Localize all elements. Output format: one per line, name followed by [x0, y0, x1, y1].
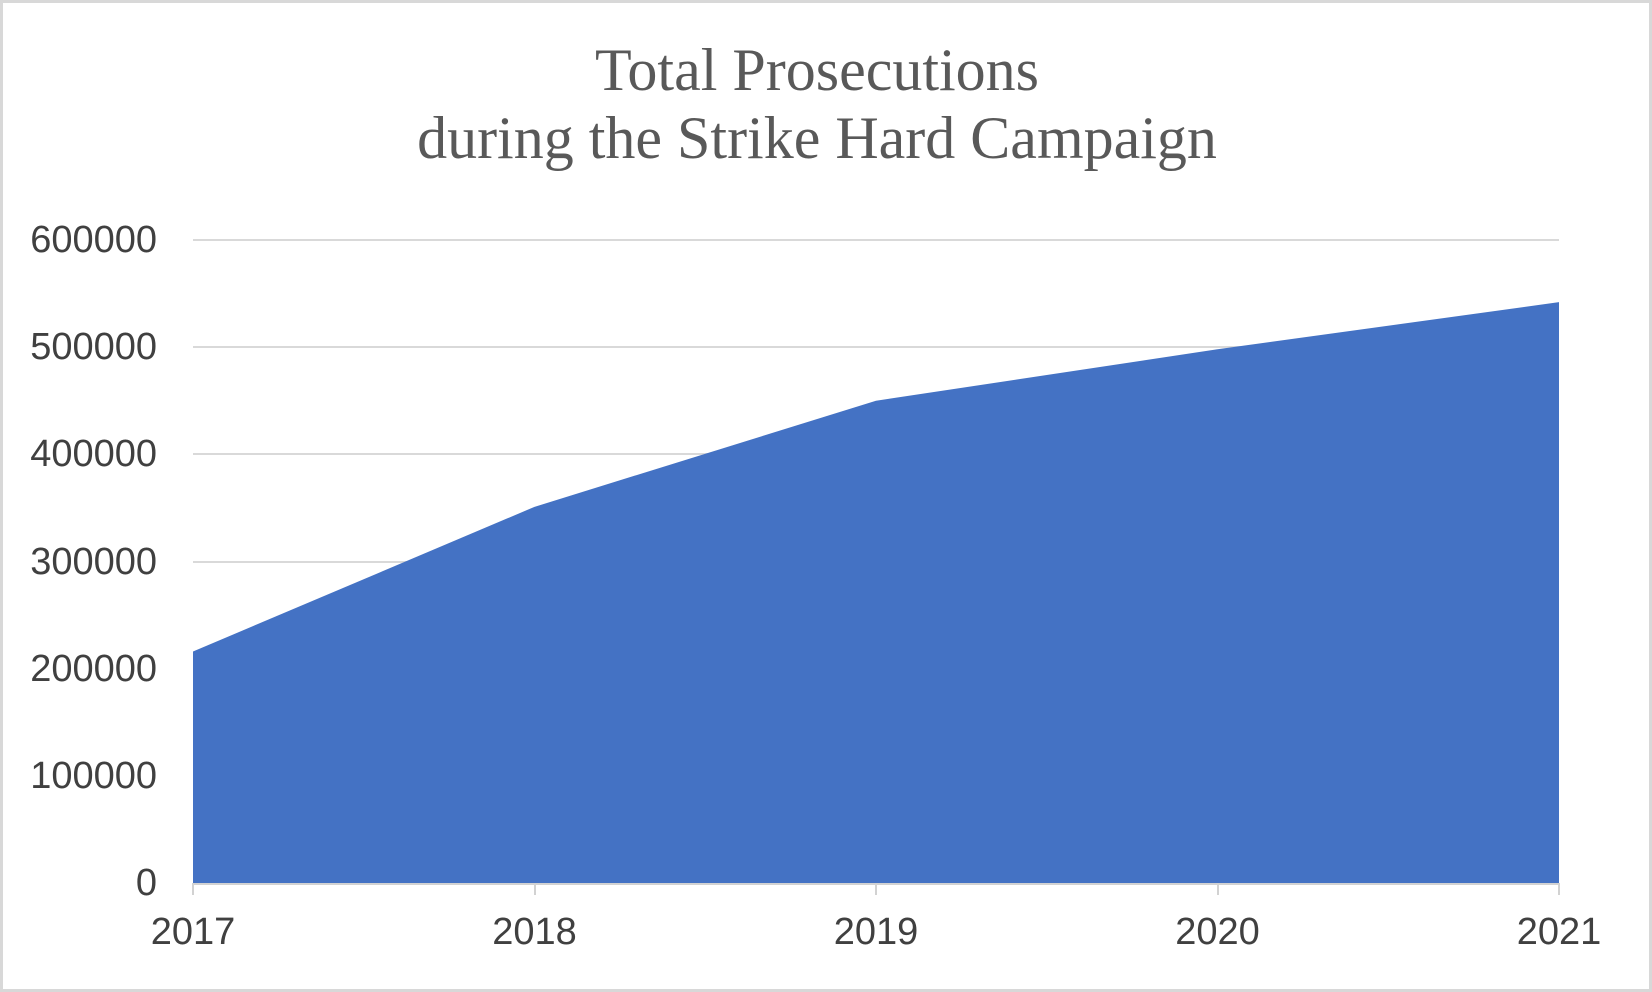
y-axis-label: 0 — [135, 862, 157, 904]
gridline — [193, 239, 1559, 241]
y-axis-label: 500000 — [30, 326, 157, 369]
x-axis-label: 2019 — [833, 911, 919, 953]
x-axis-label: 2018 — [492, 911, 577, 953]
x-axis-label: 2020 — [1175, 911, 1260, 953]
y-axis-label: 200000 — [30, 647, 157, 690]
area-series — [193, 302, 1559, 883]
chart-title-line-2: during the Strike Hard Campaign — [417, 105, 1217, 171]
x-axis-tick — [192, 883, 194, 895]
x-axis-tick — [1216, 883, 1219, 895]
y-axis-label: 300000 — [30, 540, 157, 583]
chart-title-line-1: Total Prosecutions — [594, 37, 1040, 103]
y-axis-labels: 0 100000 200000 300000 400000 500000 600000 — [0, 0, 157, 992]
x-axis-tick — [533, 883, 536, 895]
x-axis-tick — [1558, 883, 1560, 895]
y-axis-label: 100000 — [30, 754, 157, 797]
x-axis-label: 2017 — [150, 911, 236, 953]
y-axis-label: 400000 — [30, 433, 157, 476]
x-axis-tick — [875, 883, 877, 895]
area-series-polygon — [193, 302, 1559, 883]
gridline — [193, 346, 1559, 349]
y-axis-label: 600000 — [30, 219, 157, 261]
chart-title: Total Prosecutions during the Strike Har… — [0, 36, 1652, 172]
x-axis-label: 2021 — [1516, 911, 1602, 953]
plot-area — [192, 239, 1560, 895]
